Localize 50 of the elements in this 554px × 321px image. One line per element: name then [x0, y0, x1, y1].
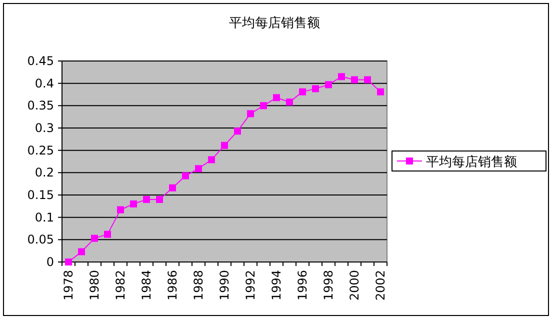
point: [143, 196, 150, 203]
x-tick-label: 1982: [114, 270, 128, 301]
point: [182, 172, 189, 180]
y-tick-label: 0.35: [27, 98, 54, 113]
x-tick-label: 1984: [140, 270, 154, 301]
x-tick-label: 1978: [62, 270, 76, 301]
x-tick-label: 1988: [192, 270, 206, 301]
point: [312, 85, 319, 92]
y-tick-label: 0.3: [34, 121, 54, 135]
point: [286, 98, 293, 106]
x-tick-label: 2002: [374, 270, 388, 301]
point: [260, 102, 267, 110]
point: [208, 156, 215, 164]
point: [221, 142, 228, 149]
y-tick-label: 0.05: [27, 232, 54, 247]
point: [104, 230, 111, 238]
y-tick-label: 0.4: [34, 76, 54, 90]
y-tick-label: 0.2: [34, 166, 54, 180]
point: [377, 88, 384, 96]
point: [364, 76, 371, 84]
x-tick-label: 1998: [322, 270, 336, 301]
legend-label: 平均每店销售额: [426, 154, 517, 170]
x-tick-label: 1990: [218, 270, 232, 301]
point: [156, 196, 163, 203]
point: [117, 206, 124, 214]
point: [130, 200, 137, 208]
point: [91, 234, 98, 242]
y-tick-label: 0.15: [27, 188, 54, 202]
point: [78, 248, 85, 256]
chart-title: 平均每店销售额: [229, 15, 320, 31]
point: [299, 88, 306, 96]
point: [65, 258, 72, 266]
y-tick-label: 0.45: [27, 54, 54, 68]
x-tick-label: 1994: [270, 270, 284, 301]
x-tick-label: 2000: [348, 270, 362, 301]
point: [338, 73, 345, 80]
point: [169, 184, 176, 192]
point: [273, 94, 280, 102]
x-tick-label: 1980: [88, 270, 102, 301]
point: [234, 128, 241, 135]
x-tick-label: 1986: [166, 270, 180, 301]
point: [325, 81, 332, 88]
x-tick-label: 1996: [296, 270, 310, 301]
point: [351, 76, 358, 84]
x-tick-label: 1992: [244, 270, 258, 301]
point: [195, 165, 202, 172]
point: [247, 110, 254, 118]
y-tick-label: 0: [46, 255, 54, 269]
y-tick-label: 0.1: [34, 210, 54, 224]
y-tick-label: 0.25: [27, 143, 54, 158]
